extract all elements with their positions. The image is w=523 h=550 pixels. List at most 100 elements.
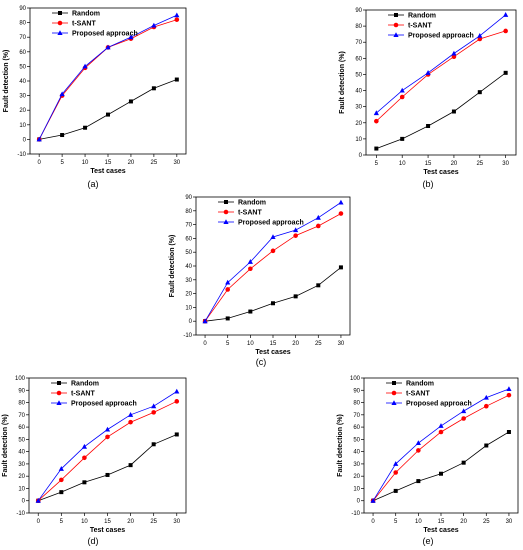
data-point bbox=[248, 266, 253, 272]
x-tick-label: 5 bbox=[226, 341, 230, 347]
data-point bbox=[415, 440, 421, 446]
x-tick-label: 30 bbox=[506, 519, 513, 525]
chart-panel-1: 0 5 10 15 20 25 30 -10 0 10 20 30 40 50 60 70 80 90 Test c… bbox=[3, 6, 187, 189]
data-point bbox=[127, 412, 134, 417]
series-line-proposed-approach bbox=[376, 14, 506, 114]
y-tick-label: 90 bbox=[19, 6, 26, 12]
chart-panel-2: 5 10 15 20 25 30 0 10 20 30 40 50 60 70 80 90 Test cases… bbox=[339, 8, 517, 189]
data-point bbox=[59, 91, 65, 97]
data-point bbox=[225, 287, 231, 292]
panel-caption: (d) bbox=[88, 536, 99, 546]
data-point bbox=[451, 50, 457, 56]
data-point bbox=[35, 497, 41, 503]
y-tick-label: 60 bbox=[18, 425, 25, 431]
data-point bbox=[399, 87, 405, 93]
data-point bbox=[174, 399, 180, 404]
data-point bbox=[174, 17, 180, 22]
legend-entry: Proposed approach bbox=[72, 31, 138, 38]
y-tick-label: 70 bbox=[18, 413, 25, 419]
legend-entry: Proposed approach bbox=[406, 401, 472, 408]
data-point bbox=[506, 386, 512, 392]
x-tick-label: 30 bbox=[173, 160, 180, 166]
data-point bbox=[174, 12, 180, 18]
y-axis-label: Fault detection (%) bbox=[339, 51, 346, 114]
y-tick-label: 10 bbox=[353, 486, 360, 492]
x-tick-label: 25 bbox=[150, 519, 157, 525]
data-point bbox=[338, 199, 344, 205]
x-axis-label: Test cases bbox=[90, 527, 125, 534]
legend-marker bbox=[391, 390, 397, 396]
y-tick-label: 50 bbox=[353, 437, 360, 443]
data-point bbox=[477, 90, 482, 95]
x-tick-label: 5 bbox=[60, 519, 64, 525]
x-tick-label: 0 bbox=[371, 519, 375, 525]
data-point bbox=[451, 109, 456, 114]
data-point bbox=[477, 36, 483, 42]
legend-marker bbox=[56, 390, 62, 396]
x-tick-label: 20 bbox=[460, 519, 467, 525]
data-point bbox=[248, 309, 253, 314]
legend-entry: Proposed approach bbox=[71, 401, 137, 408]
x-tick-label: 10 bbox=[81, 519, 88, 525]
y-axis-label: Fault detection (%) bbox=[169, 235, 176, 298]
data-point bbox=[438, 429, 444, 435]
data-point bbox=[151, 442, 156, 447]
x-tick-label: 20 bbox=[127, 519, 134, 525]
y-tick-label: 90 bbox=[353, 388, 360, 394]
y-tick-label: 50 bbox=[355, 72, 362, 78]
data-point bbox=[315, 214, 321, 220]
panel-caption: (e) bbox=[423, 536, 434, 546]
data-point bbox=[151, 22, 157, 28]
data-point bbox=[270, 248, 276, 254]
y-tick-label: 60 bbox=[19, 50, 26, 56]
y-tick-label: 70 bbox=[353, 413, 360, 419]
data-point bbox=[105, 44, 111, 50]
y-tick-label: 20 bbox=[355, 121, 362, 127]
legend-entry: Proposed approach bbox=[408, 33, 474, 40]
legend-entry: t-SANT bbox=[406, 391, 430, 398]
data-point bbox=[271, 301, 275, 306]
legend-marker bbox=[391, 400, 397, 405]
y-tick-label: 0 bbox=[22, 499, 26, 505]
y-tick-label: 80 bbox=[355, 24, 362, 30]
data-point bbox=[128, 419, 133, 425]
y-axis-label: Fault detection (%) bbox=[2, 414, 9, 477]
legend-entry: Random bbox=[72, 11, 100, 18]
chart-panel-5: 0 5 10 15 20 25 30 -10 0 10 20 30 40 50 60 70 80 90 100 Tes… bbox=[337, 376, 519, 546]
data-point bbox=[451, 54, 457, 60]
x-tick-label: 25 bbox=[483, 519, 490, 525]
data-point bbox=[202, 318, 208, 324]
y-tick-label: 10 bbox=[19, 123, 26, 129]
x-tick-label: 15 bbox=[104, 519, 111, 525]
series-line-random bbox=[38, 434, 177, 502]
data-point bbox=[60, 133, 65, 138]
legend-entry: t-SANT bbox=[238, 210, 262, 217]
data-point bbox=[293, 294, 298, 299]
data-point bbox=[338, 265, 343, 270]
legend-entry: Random bbox=[408, 13, 436, 20]
x-tick-label: 0 bbox=[38, 160, 42, 166]
data-point bbox=[106, 112, 110, 117]
legend-marker bbox=[393, 32, 399, 37]
x-tick-label: 15 bbox=[425, 161, 432, 167]
data-point bbox=[82, 455, 87, 461]
data-point bbox=[400, 136, 405, 141]
legend-marker bbox=[224, 200, 228, 204]
series-line-random bbox=[205, 267, 342, 322]
x-tick-label: 10 bbox=[247, 341, 254, 347]
data-point bbox=[316, 283, 321, 288]
x-tick-label: 15 bbox=[438, 519, 445, 525]
plot-frame bbox=[195, 196, 351, 336]
legend-marker bbox=[223, 219, 229, 224]
y-tick-label: -10 bbox=[183, 333, 192, 339]
data-point bbox=[151, 403, 157, 409]
legend-marker bbox=[57, 20, 63, 26]
data-point bbox=[174, 77, 179, 82]
data-point bbox=[416, 479, 421, 484]
y-tick-label: 30 bbox=[18, 462, 25, 468]
y-tick-label: 10 bbox=[18, 486, 25, 492]
legend-marker bbox=[393, 22, 399, 28]
data-point bbox=[104, 426, 111, 432]
y-tick-label: 40 bbox=[18, 450, 25, 456]
x-tick-label: 0 bbox=[37, 519, 41, 525]
